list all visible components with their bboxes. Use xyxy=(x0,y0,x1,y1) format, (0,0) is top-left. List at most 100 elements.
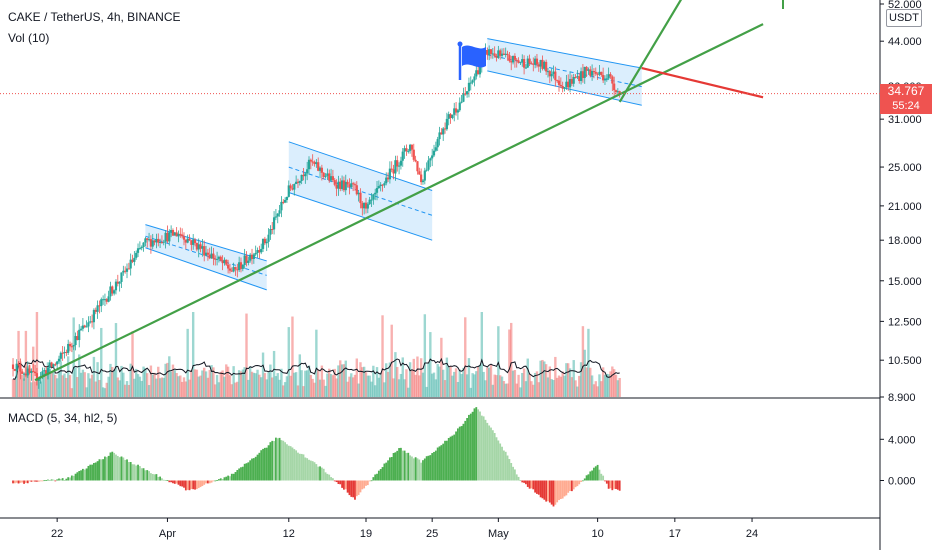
volume-bar xyxy=(245,313,248,397)
candle-body xyxy=(68,343,72,347)
macd-histogram-bar xyxy=(359,480,362,493)
candle-body xyxy=(392,169,395,174)
volume-bar xyxy=(318,379,322,397)
volume-bar xyxy=(592,384,596,397)
candle-body xyxy=(13,369,16,371)
volume-bar xyxy=(175,373,178,397)
macd-histogram-bar xyxy=(120,456,123,481)
channel-fill xyxy=(145,224,267,290)
volume-bar xyxy=(377,377,381,397)
candle-body xyxy=(234,267,237,270)
candle-body xyxy=(43,370,46,372)
candle-body xyxy=(223,259,226,264)
volume-bar xyxy=(557,375,561,397)
currency-badge[interactable]: USDT xyxy=(886,9,922,27)
macd-histogram-bar xyxy=(113,452,116,481)
candle-body xyxy=(203,246,206,256)
candle-body xyxy=(519,62,522,64)
candle-body xyxy=(90,321,94,323)
candle-body xyxy=(284,199,287,203)
macd-histogram-bar xyxy=(227,475,230,481)
candle-body xyxy=(214,258,217,260)
macd-histogram-bar xyxy=(519,480,522,482)
macd-histogram-bar xyxy=(330,477,332,481)
candle-body xyxy=(403,148,406,152)
volume-bar xyxy=(184,381,188,397)
candle-body xyxy=(168,232,171,242)
volume-bar xyxy=(256,369,259,397)
volume-bar xyxy=(204,371,208,397)
candle-body xyxy=(271,229,274,231)
macd-histogram-bar xyxy=(48,480,51,481)
macd-indicator-label[interactable]: MACD (5, 34, hl2, 5) xyxy=(8,411,118,425)
volume-bar xyxy=(418,375,421,397)
volume-bar xyxy=(54,374,57,397)
candle-body xyxy=(122,270,125,273)
macd-histogram-bar xyxy=(311,461,314,481)
volume-bar xyxy=(368,375,371,397)
volume-bar xyxy=(96,362,99,397)
volume-bar xyxy=(258,374,261,397)
macd-histogram-bar xyxy=(488,425,491,481)
volume-bar xyxy=(33,381,37,397)
macd-histogram-bar xyxy=(313,462,316,481)
volume-bar xyxy=(535,371,539,397)
candle-body xyxy=(293,184,296,190)
candle-body xyxy=(182,236,186,240)
volume-indicator-label[interactable]: Vol (10) xyxy=(8,31,50,45)
volume-bar xyxy=(438,366,441,397)
volume-bar xyxy=(548,366,552,397)
macd-histogram-bar xyxy=(260,450,263,481)
candle-body xyxy=(89,321,92,323)
macd-histogram-bar xyxy=(515,474,518,481)
green-trendline xyxy=(34,23,764,382)
volume-bar xyxy=(590,375,594,397)
candle-body xyxy=(364,202,368,209)
volume-bar xyxy=(144,368,147,397)
macd-histogram-bar xyxy=(392,453,395,481)
volume-bar xyxy=(168,356,171,397)
macd-histogram-bar xyxy=(241,466,244,481)
candle-body xyxy=(333,180,336,185)
candle-body xyxy=(579,71,583,81)
macd-histogram-bar xyxy=(376,473,378,481)
volume-bar xyxy=(107,376,110,397)
volume-bar xyxy=(594,381,597,397)
macd-histogram-bar xyxy=(61,478,64,481)
candle-body xyxy=(155,238,158,243)
candle-body xyxy=(138,248,141,250)
candle-body xyxy=(388,168,391,180)
volume-bar xyxy=(419,358,423,397)
macd-histogram-bar xyxy=(289,446,292,481)
volume-bar xyxy=(315,329,318,397)
candle-body xyxy=(545,61,548,72)
macd-histogram-bar xyxy=(477,409,480,481)
volume-bar xyxy=(434,379,438,397)
macd-histogram-bar xyxy=(574,480,577,488)
candle-body xyxy=(164,232,167,242)
volume-bar xyxy=(285,376,289,397)
macd-histogram-bar xyxy=(548,480,551,503)
macd-histogram-bar xyxy=(598,469,601,481)
volume-bar xyxy=(26,366,29,397)
symbol-title[interactable]: CAKE / TetherUS, 4h, BINANCE xyxy=(8,10,181,24)
candle-body xyxy=(147,239,151,241)
volume-bar xyxy=(550,379,553,397)
candle-body xyxy=(340,180,344,189)
volume-bar xyxy=(473,374,476,397)
macd-histogram-bar xyxy=(558,480,560,501)
macd-histogram-bar xyxy=(138,466,141,481)
candle-body xyxy=(46,367,50,375)
macd-histogram-bar xyxy=(355,480,358,497)
macd-histogram-bar xyxy=(521,480,524,483)
candle-body xyxy=(383,183,386,186)
volume-bar xyxy=(302,386,305,397)
candle-body xyxy=(339,181,342,189)
macd-histogram-bar xyxy=(587,474,590,481)
volume-bar xyxy=(247,379,250,397)
candle-body xyxy=(363,202,366,209)
volume-bar xyxy=(544,364,548,397)
channel-lower-line xyxy=(288,192,433,241)
macd-histogram-bar xyxy=(170,480,173,483)
